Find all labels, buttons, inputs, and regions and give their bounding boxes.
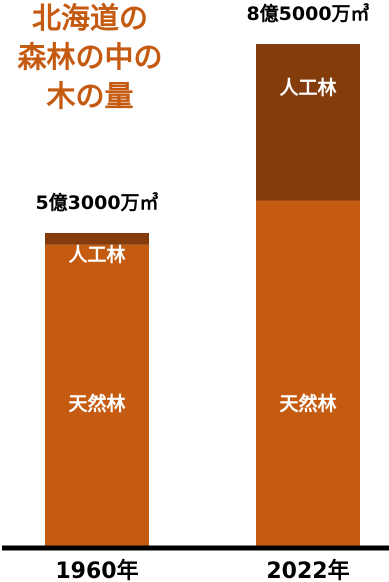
- segment-label: 天然林: [279, 392, 336, 415]
- bar-total-label: 8億5000万㎥: [246, 2, 369, 25]
- bar-segment-planted-forest: [45, 232, 149, 245]
- segment-label: 天然林: [68, 392, 125, 415]
- chart-title: 北海道の 森林の中の 木の量: [17, 1, 162, 113]
- chart-title-line: 北海道の: [32, 1, 148, 35]
- x-tick-label: 1960年: [55, 558, 138, 582]
- segment-label: 人工林: [68, 243, 125, 266]
- bar-segment-natural-forest: [256, 200, 360, 546]
- chart-title-line: 森林の中の: [17, 40, 162, 74]
- chart-title-line: 木の量: [45, 79, 133, 113]
- segment-label: 人工林: [279, 76, 336, 99]
- x-tick-label: 2022年: [266, 558, 349, 582]
- bar-segment-natural-forest: [45, 244, 149, 547]
- bars-group: 天然林 人工林 5億3000万㎥ 1960年 天然林 人工林 8億5000万㎥ 2022年: [35, 2, 369, 582]
- bar-segment-planted-forest: [256, 44, 360, 201]
- bar-total-label: 5億3000万㎥: [35, 191, 158, 214]
